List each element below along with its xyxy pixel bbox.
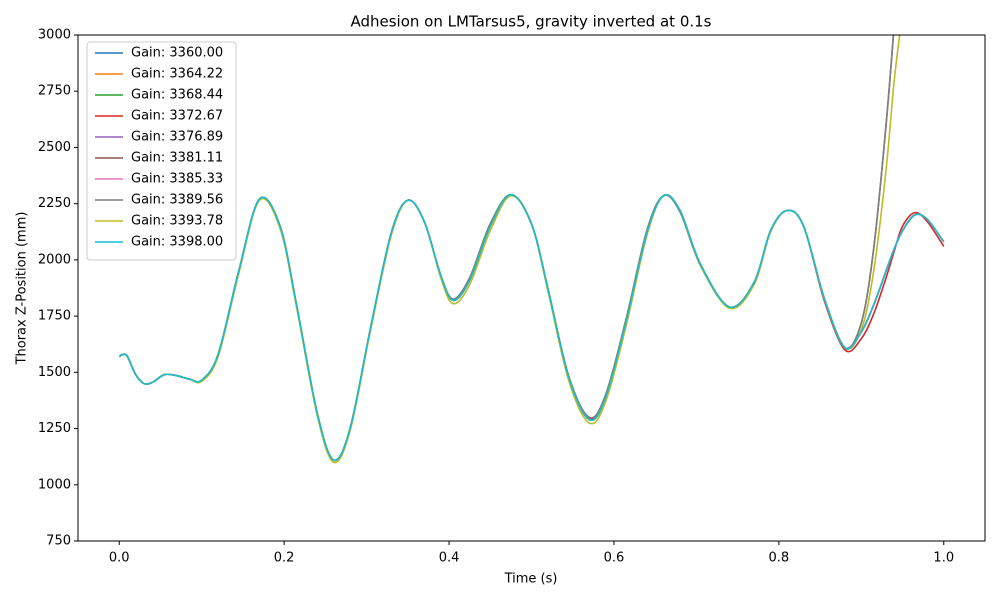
legend-label: Gain: 3364.22 [131,67,223,82]
chart-title: Adhesion on LMTarsus5, gravity inverted … [350,13,711,31]
series-line [118,193,945,462]
legend-label: Gain: 3381.11 [131,151,223,166]
y-tick-label: 2500 [38,140,71,155]
x-tick-label: 0.2 [274,551,295,566]
legend-label: Gain: 3360.00 [131,46,223,61]
y-tick-label: 2250 [38,196,71,211]
y-tick-label: 1500 [38,365,71,380]
y-tick-label: 1750 [38,309,71,324]
x-tick-label: 0.4 [439,551,460,566]
x-tick-label: 0.0 [109,551,130,566]
plot-frame [77,34,986,542]
x-tick-label: 0.8 [769,551,790,566]
y-tick-label: 1000 [38,477,71,492]
x-tick-label: 1.0 [933,551,954,566]
y-tick-label: 2000 [38,252,71,267]
axes: 750 1000 1250 1500 1750 2000 2250 2500 2750 3000 0… [38,28,986,566]
y-tick-label: 1250 [38,421,71,436]
y-tick-label: 3000 [38,28,71,43]
y-tick-label: 750 [46,534,71,549]
x-tick-label: 0.6 [604,551,625,566]
legend-label: Gain: 3385.33 [131,172,223,187]
legend-label: Gain: 3398.00 [131,235,223,250]
legend-box [86,41,237,261]
legend-label: Gain: 3376.89 [131,130,223,145]
plot-lines [118,35,945,464]
y-tick-label: 2750 [38,84,71,99]
y-axis-label: Thorax Z-Position (mm) [15,212,30,366]
x-axis-label: Time (s) [504,572,558,587]
legend-label: Gain: 3393.78 [131,214,223,229]
legend: Gain: 3360.00 Gain: 3364.22 Gain: 3368.44 G… [86,41,237,261]
legend-label: Gain: 3368.44 [131,88,223,103]
legend-label: Gain: 3389.56 [131,193,223,208]
legend-label: Gain: 3372.67 [131,109,223,124]
